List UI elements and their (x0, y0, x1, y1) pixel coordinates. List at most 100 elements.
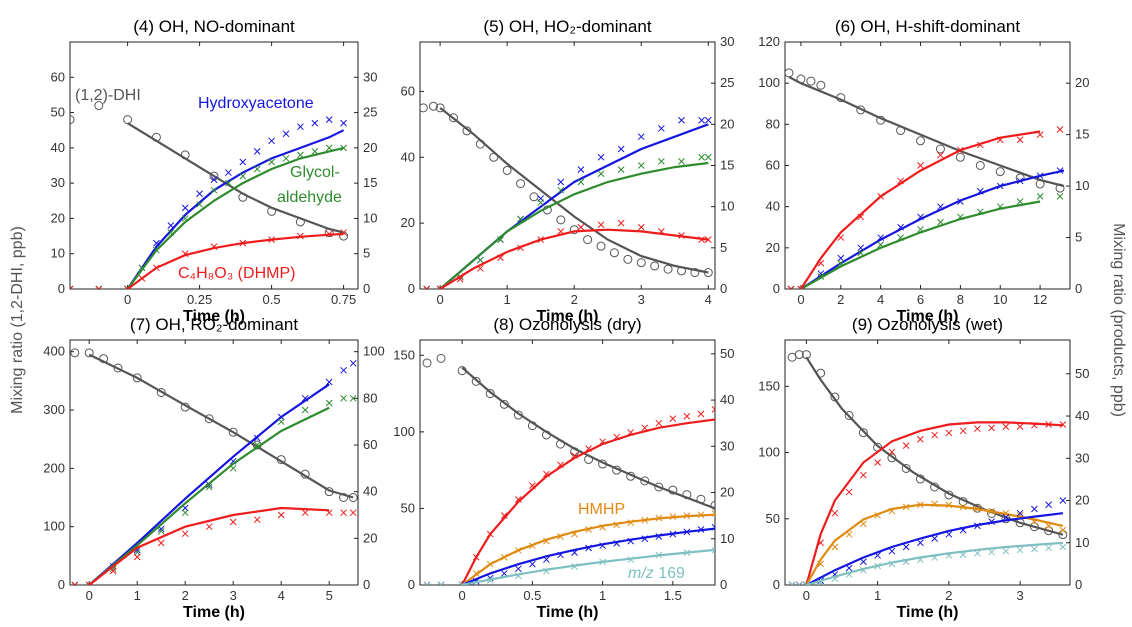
dhi-point (324, 487, 334, 497)
dhi-point (70, 348, 80, 358)
y-left-tick-label: 60 (401, 83, 415, 98)
dhmp-point (229, 518, 237, 526)
glycolaldehyde-fit-line (126, 146, 344, 289)
hydroxyacetone-point (599, 542, 606, 550)
y-right-tick-label: 10 (1075, 535, 1089, 550)
dhi-point (295, 217, 305, 227)
dhi-point (794, 350, 804, 360)
dhmp-point (917, 435, 924, 443)
dhi-point (676, 266, 686, 276)
y-right-tick-label: 20 (363, 530, 377, 545)
dhi-point (944, 490, 954, 500)
mz169-point (831, 575, 839, 583)
y-right-tick-label: 0 (1075, 577, 1082, 592)
dhmp-point (157, 539, 165, 547)
dhmp-point (874, 459, 881, 466)
dhi-point (123, 115, 133, 125)
x-tick-label: 5 (326, 588, 333, 603)
dhi-point (457, 366, 467, 376)
dhi-fit-line (461, 366, 715, 510)
dhi-point (596, 241, 606, 251)
x-tick-label: 0.5 (263, 292, 281, 307)
y-right-tick-label: 50 (1075, 366, 1089, 381)
dhmp-point (297, 232, 304, 240)
mz169-point (795, 581, 803, 585)
annotation-dhi: (1,2)-DHI (75, 87, 141, 104)
x-tick-label: 0 (803, 588, 810, 603)
dhmp-point (277, 511, 285, 519)
hmhp-point (529, 542, 536, 550)
y-left-tick-label: 150 (393, 347, 415, 362)
hydroxyacetone-fit-line (126, 129, 345, 289)
dhmp-point (253, 516, 261, 524)
glycolaldehyde-point (229, 464, 237, 472)
panel-title: (8) Ozonolysis (dry) (493, 315, 641, 334)
hydroxyacetone-point (617, 145, 625, 153)
glycolaldehyde-point (253, 441, 261, 449)
x-axis-label: Time (h) (537, 604, 599, 621)
dhi-point (636, 258, 646, 268)
hydroxyacetone-point (210, 176, 218, 183)
mz169-point (514, 572, 522, 580)
mz169-point (845, 571, 853, 578)
dhmp-point (817, 259, 825, 267)
hmhp-point (1031, 518, 1038, 525)
dhi-point (785, 68, 794, 78)
y-left-tick-label: 20 (51, 210, 65, 225)
glycolaldehyde-point (617, 166, 625, 173)
y-left-tick-label: 100 (758, 445, 780, 460)
mz169-point (423, 581, 431, 585)
y-left-tick-label: 20 (401, 215, 415, 230)
mz169-point (931, 554, 938, 561)
glycolaldehyde-point (349, 394, 357, 402)
dhi-point (180, 150, 190, 160)
y-right-tick-label: 0 (720, 281, 727, 296)
dhmp-point (617, 219, 625, 227)
hydroxyacetone-point (613, 540, 621, 547)
x-tick-label: 2 (182, 588, 189, 603)
series-group (70, 348, 358, 585)
glycolaldehyde-point (678, 158, 685, 165)
dhmp-point (1016, 136, 1024, 144)
hmhp-point (1045, 522, 1052, 530)
y-left-tick-label: 0 (773, 281, 780, 296)
dhmp-point (537, 236, 545, 243)
hydroxyacetone-point (683, 528, 691, 536)
hydroxyacetone-point (1016, 177, 1024, 185)
mz169-point (1016, 546, 1024, 554)
hydroxyacetone-fit-line (88, 383, 330, 585)
dhi-point (958, 497, 968, 507)
hydroxyacetone-point (888, 547, 896, 555)
hydroxyacetone-point (1036, 172, 1044, 180)
hydroxyacetone-point (1002, 514, 1010, 521)
x-tick-label: 1 (599, 588, 606, 603)
dhmp-point (627, 429, 635, 436)
hmhp-point (585, 526, 592, 533)
mz169-point (571, 563, 578, 570)
hmhp-point (874, 511, 881, 519)
x-tick-label: 3 (638, 292, 645, 307)
dhi-point (113, 363, 123, 373)
mz169-fit-line (806, 541, 1063, 585)
dhi-point (975, 161, 985, 170)
dhi-point (516, 179, 526, 189)
y-right-tick-label: 5 (720, 240, 727, 255)
y-left-tick-label: 50 (401, 500, 415, 515)
dhi-point (300, 469, 310, 479)
x-tick-label: 0 (436, 292, 443, 307)
mz169-point (711, 546, 715, 554)
x-tick-label: 2 (945, 588, 952, 603)
dhmp-point (124, 285, 131, 289)
hydroxyacetone-point (577, 166, 585, 173)
glycolaldehyde-point (153, 246, 160, 254)
hydroxyacetone-point (698, 116, 705, 124)
hmhp-point (486, 560, 494, 568)
dhi-point (623, 254, 633, 264)
hmhp-point (1059, 526, 1067, 534)
glycolaldehyde-point (1016, 198, 1024, 205)
glycolaldehyde-point (340, 144, 347, 152)
hydroxyacetone-point (253, 148, 261, 155)
dhi-point (156, 388, 166, 397)
